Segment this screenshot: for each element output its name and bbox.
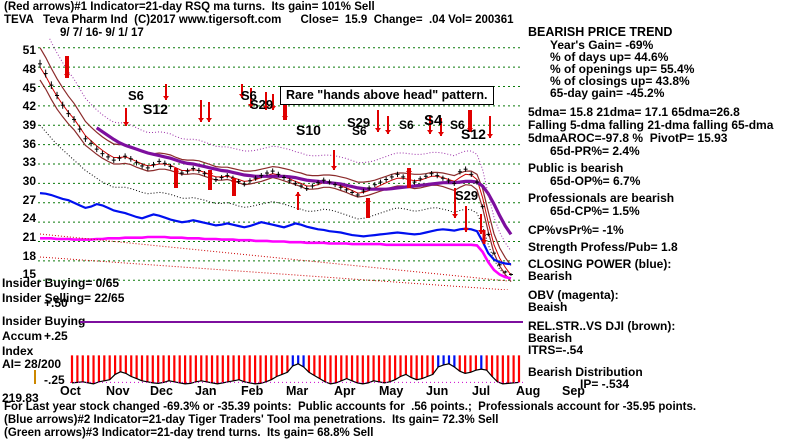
itrs-value: ITRS=-.54 xyxy=(528,343,584,357)
signal-label-s10: S10 xyxy=(296,122,321,138)
month-tick-nov: Nov xyxy=(106,384,130,398)
date-range-label: 9/ 7/ 16- 9/ 1/ 17 xyxy=(60,27,144,39)
closing-power-title: CLOSING POWER (blue): xyxy=(528,257,672,271)
gain-65day: 65-day gain= -45.2% xyxy=(550,86,665,100)
obv-title: OBV (magenta): xyxy=(528,288,619,302)
dma-values: 5dma= 15.8 21dma= 17.1 65dma=26.8 xyxy=(528,105,740,119)
left-tick-mark xyxy=(34,370,36,384)
pct-openings-up: % of openings up= 55.4% xyxy=(550,62,695,76)
accum-index-title-1: Insider Buying xyxy=(2,314,86,328)
signal-label-s4: S4 xyxy=(424,112,443,129)
price-chart[interactable] xyxy=(38,38,523,290)
price-y-axis: 51 48 45 42 39 36 33 30 27 24 21 18 15 xyxy=(4,38,36,290)
y-tick-21: 21 xyxy=(22,230,36,244)
accum-index-svg xyxy=(70,355,523,385)
signal-label-s12-1: S12 xyxy=(143,101,168,117)
month-tick-dec: Dec xyxy=(150,384,173,398)
ai-value: AI= 28/200 xyxy=(2,357,62,371)
y-tick-33: 33 xyxy=(22,155,36,169)
y-tick-18: 18 xyxy=(22,249,36,263)
month-tick-apr: Apr xyxy=(334,384,356,398)
insider-buying-count: Insider Buying= 0/65 xyxy=(2,276,120,290)
y-tick-27: 27 xyxy=(22,193,36,207)
relstr-state: Bearish xyxy=(528,331,573,345)
accum-index-title-3: Index xyxy=(2,344,34,358)
y-tick-30: 30 xyxy=(22,174,36,188)
y-tick-45: 45 xyxy=(22,81,36,95)
ai-scale-minus-25: -.25 xyxy=(44,373,65,387)
pattern-callout: Rare "hands above head" pattern. xyxy=(280,86,494,105)
relstr-title: REL.STR..VS DJI (brown): xyxy=(528,319,676,333)
footer-line-2: (Blue arrows)#2 Indicator=21-day Tiger T… xyxy=(4,414,499,426)
accum-zero-line xyxy=(80,321,523,323)
signal-label-s6-5: S6 xyxy=(450,118,465,132)
y-tick-36: 36 xyxy=(22,137,36,151)
signal-label-s6-4: S6 xyxy=(399,118,414,132)
ai-scale-plus-50: +.50 xyxy=(44,296,68,310)
month-tick-jan: Jan xyxy=(195,384,217,398)
op-65d: 65d-OP%= 6.7% xyxy=(550,174,641,188)
dma-falling: Falling 5-dma falling 21-dma falling 65-… xyxy=(528,118,774,132)
signal-label-s29-3: S29 xyxy=(455,188,479,203)
pr-65d: 65d-PR%= 2.4% xyxy=(550,144,640,158)
y-tick-39: 39 xyxy=(22,118,36,132)
accum-index-title-2: Accum xyxy=(2,329,43,343)
pct-days-up: % of days up= 44.6% xyxy=(550,50,669,64)
aroc-pivot: 5dmaAROC=-97.8 % PivotP= 15.93 xyxy=(528,131,728,145)
footer-line-1: For Last year stock changed -69.3% or -3… xyxy=(4,401,697,413)
ip-value: IP= -.534 xyxy=(580,377,630,391)
obv-state: Beaish xyxy=(528,300,568,314)
month-tick-jul: Jul xyxy=(472,384,491,398)
y-tick-15: 15 xyxy=(22,267,36,281)
bottom-value: 219.83 xyxy=(2,391,39,405)
public-state: Public is bearish xyxy=(528,161,624,175)
analysis-panel: BEARISH PRICE TREND Year's Gain= -69% % … xyxy=(528,25,800,390)
y-tick-48: 48 xyxy=(22,62,36,76)
footer-line-3: (Green arrows)#3 Indicator=21-day trend … xyxy=(4,427,374,439)
cp-vs-pr: CP%vsPr%= -1% xyxy=(528,223,624,237)
y-tick-24: 24 xyxy=(22,211,36,225)
insider-selling-count: Insider Selling= 22/65 xyxy=(2,291,125,305)
ai-scale-plus-25: +.25 xyxy=(44,329,68,343)
signal-label-s6-1: S6 xyxy=(128,88,144,103)
signal-label-s6-3: S6 xyxy=(352,124,367,138)
month-tick-aug: Aug xyxy=(516,384,541,398)
trend-title: BEARISH PRICE TREND xyxy=(528,25,673,39)
symbol-quote-header: TEVA Teva Pharm Ind (C)2017 www.tigersof… xyxy=(4,14,514,26)
y-tick-51: 51 xyxy=(22,43,36,57)
signal-label-s29-1: S29 xyxy=(250,97,274,112)
month-tick-sep: Sep xyxy=(562,384,585,398)
signal-label-s6-2: S6 xyxy=(241,88,257,103)
y-tick-42: 42 xyxy=(22,99,36,113)
month-axis: Oct Nov Dec Jan Feb Mar Apr May Jun Jul … xyxy=(38,384,585,398)
strength-profess-pub: Strength Profess/Pub= 1.8 xyxy=(528,240,678,254)
distribution-title: Bearish Distribution xyxy=(528,365,643,379)
pct-closings-up: % of closings up= 43.8% xyxy=(550,74,690,88)
signal-label-s12-2: S12 xyxy=(461,126,486,142)
month-tick-oct: Oct xyxy=(60,384,81,398)
professionals-state: Professionals are bearish xyxy=(528,191,675,205)
indicator-1-header: (Red arrows)#1 Indicator=21-day RSQ ma t… xyxy=(4,1,375,13)
cp-65d: 65d-CP%= 1.5% xyxy=(550,204,640,218)
month-tick-jun: Jun xyxy=(426,384,449,398)
accum-index-chart[interactable] xyxy=(70,340,523,385)
signal-label-s29-2: S29 xyxy=(347,115,371,130)
footer-notes: For Last year stock changed -69.3% or -3… xyxy=(0,396,800,438)
month-tick-mar: Mar xyxy=(286,384,309,398)
closing-power-state: Bearish xyxy=(528,269,573,283)
month-tick-feb: Feb xyxy=(241,384,264,398)
years-gain: Year's Gain= -69% xyxy=(550,38,654,52)
price-chart-svg xyxy=(38,38,523,290)
month-tick-may: May xyxy=(379,384,404,398)
